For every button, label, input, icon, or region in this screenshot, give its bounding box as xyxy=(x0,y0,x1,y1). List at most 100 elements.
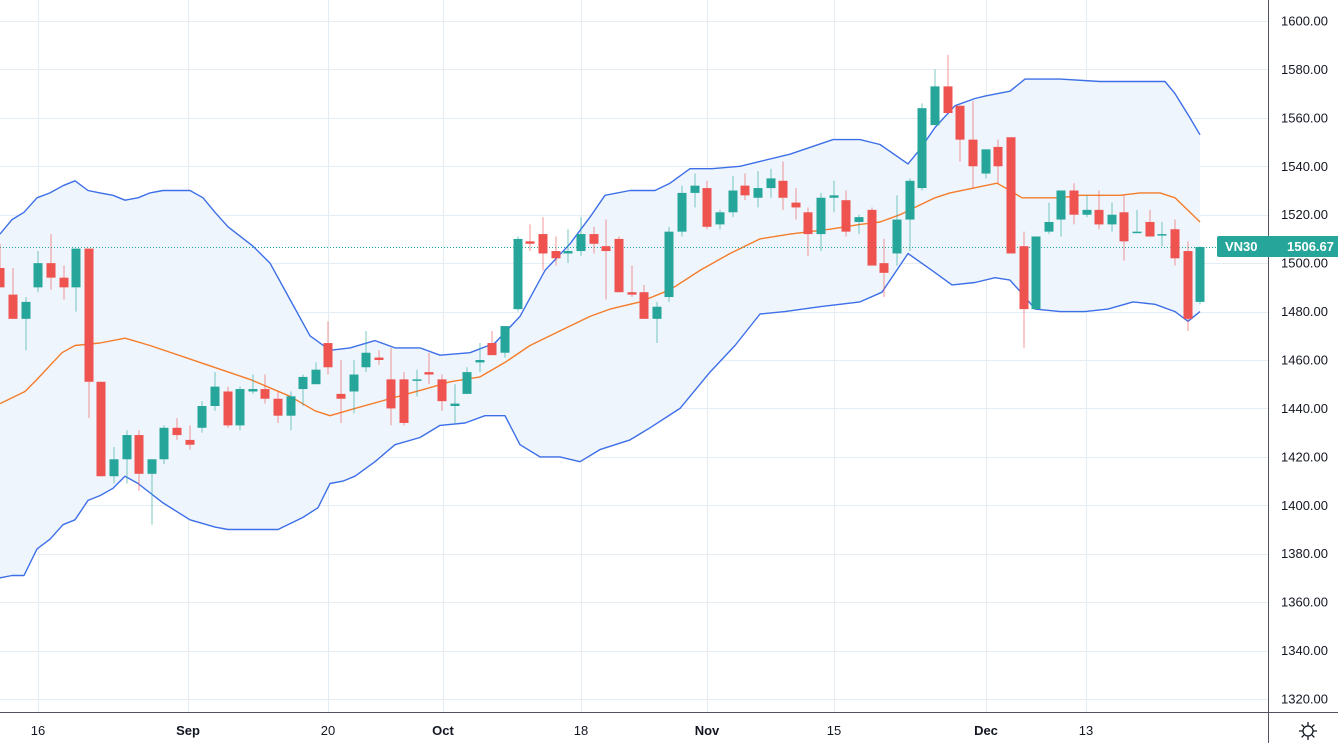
candle[interactable] xyxy=(197,401,207,433)
candle[interactable] xyxy=(1006,137,1016,254)
candle[interactable] xyxy=(879,238,889,298)
candle[interactable] xyxy=(361,330,371,373)
candle[interactable] xyxy=(892,195,902,266)
candle[interactable] xyxy=(513,236,523,312)
candle[interactable] xyxy=(412,369,422,397)
candle[interactable] xyxy=(311,362,321,385)
candle[interactable] xyxy=(1082,195,1092,218)
candle[interactable] xyxy=(437,374,447,411)
candle[interactable] xyxy=(981,149,991,179)
candle[interactable] xyxy=(766,168,776,198)
candle[interactable] xyxy=(487,330,497,356)
candle[interactable] xyxy=(210,372,220,411)
price-axis[interactable]: 1600.00 1580.00 1560.00 1540.00 1520.00 1500.… xyxy=(1281,14,1328,707)
candle[interactable] xyxy=(399,372,409,426)
candle[interactable] xyxy=(715,209,725,230)
candle[interactable] xyxy=(336,359,346,423)
candle[interactable] xyxy=(8,267,18,319)
candle[interactable] xyxy=(450,384,460,423)
candle[interactable] xyxy=(816,192,826,252)
candle[interactable] xyxy=(96,381,106,477)
candle[interactable] xyxy=(702,180,712,230)
candle[interactable] xyxy=(71,248,81,312)
candle[interactable] xyxy=(525,224,535,252)
candle[interactable] xyxy=(1107,202,1117,232)
candle[interactable] xyxy=(854,214,864,235)
candle[interactable] xyxy=(223,386,233,428)
candle[interactable] xyxy=(917,103,927,191)
candle[interactable] xyxy=(1031,236,1041,310)
candle[interactable] xyxy=(1119,195,1129,261)
candle[interactable] xyxy=(993,139,1003,184)
candle[interactable] xyxy=(1145,209,1155,237)
candle[interactable] xyxy=(1132,209,1142,234)
candle[interactable] xyxy=(778,161,788,210)
candle[interactable] xyxy=(589,226,599,254)
candle[interactable] xyxy=(21,297,31,351)
candle[interactable] xyxy=(349,359,359,414)
candle[interactable] xyxy=(134,430,144,491)
candle[interactable] xyxy=(905,178,915,252)
candle[interactable] xyxy=(122,430,132,484)
candle[interactable] xyxy=(753,171,763,208)
candle[interactable] xyxy=(690,173,700,208)
candle[interactable] xyxy=(147,459,157,525)
candle[interactable] xyxy=(576,217,586,256)
candle[interactable] xyxy=(475,343,485,373)
candle[interactable] xyxy=(424,352,434,385)
candle[interactable] xyxy=(109,447,119,484)
candle[interactable] xyxy=(627,265,637,298)
candle[interactable] xyxy=(614,236,624,293)
candle[interactable] xyxy=(841,190,851,237)
candle[interactable] xyxy=(563,229,573,264)
candle[interactable] xyxy=(1094,190,1104,230)
candle[interactable] xyxy=(943,54,953,114)
chart-settings-button[interactable] xyxy=(1296,720,1320,742)
candle[interactable] xyxy=(1170,219,1180,266)
candle[interactable] xyxy=(286,391,296,431)
candle[interactable] xyxy=(1019,231,1029,348)
candle[interactable] xyxy=(386,347,396,426)
candle[interactable] xyxy=(1183,241,1193,331)
candle[interactable] xyxy=(235,386,245,431)
candle[interactable] xyxy=(601,219,611,300)
candle[interactable] xyxy=(323,321,333,375)
time-axis[interactable]: 16 Sep 20 Oct 18 Nov 15 Dec 13 xyxy=(31,723,1093,738)
candle[interactable] xyxy=(664,226,674,302)
candle[interactable] xyxy=(791,188,801,220)
candle[interactable] xyxy=(930,69,940,126)
candle[interactable] xyxy=(260,374,270,404)
candle[interactable] xyxy=(803,207,813,256)
candle[interactable] xyxy=(185,425,195,450)
candle[interactable] xyxy=(374,350,384,365)
candle[interactable] xyxy=(59,265,69,300)
candle[interactable] xyxy=(33,251,43,293)
candle[interactable] xyxy=(298,374,308,407)
candle[interactable] xyxy=(677,185,687,237)
candle[interactable] xyxy=(652,301,662,344)
candle[interactable] xyxy=(551,236,561,266)
candle[interactable] xyxy=(172,418,182,440)
candle[interactable] xyxy=(1195,246,1205,305)
candle[interactable] xyxy=(740,173,750,201)
candle[interactable] xyxy=(1157,221,1167,247)
candle[interactable] xyxy=(0,243,5,288)
candle[interactable] xyxy=(462,367,472,394)
candle[interactable] xyxy=(1056,190,1066,237)
candle[interactable] xyxy=(829,180,839,213)
candle[interactable] xyxy=(159,425,169,465)
candle[interactable] xyxy=(248,374,258,394)
candle[interactable] xyxy=(84,248,94,419)
candle[interactable] xyxy=(1044,202,1054,235)
candle[interactable] xyxy=(500,326,510,358)
candle[interactable] xyxy=(639,284,649,319)
candle[interactable] xyxy=(273,391,283,423)
candle[interactable] xyxy=(867,207,877,266)
candle[interactable] xyxy=(1069,183,1079,225)
candle[interactable] xyxy=(538,217,548,271)
candle[interactable] xyxy=(968,100,978,189)
candle[interactable] xyxy=(728,175,738,218)
candle[interactable] xyxy=(46,234,56,290)
